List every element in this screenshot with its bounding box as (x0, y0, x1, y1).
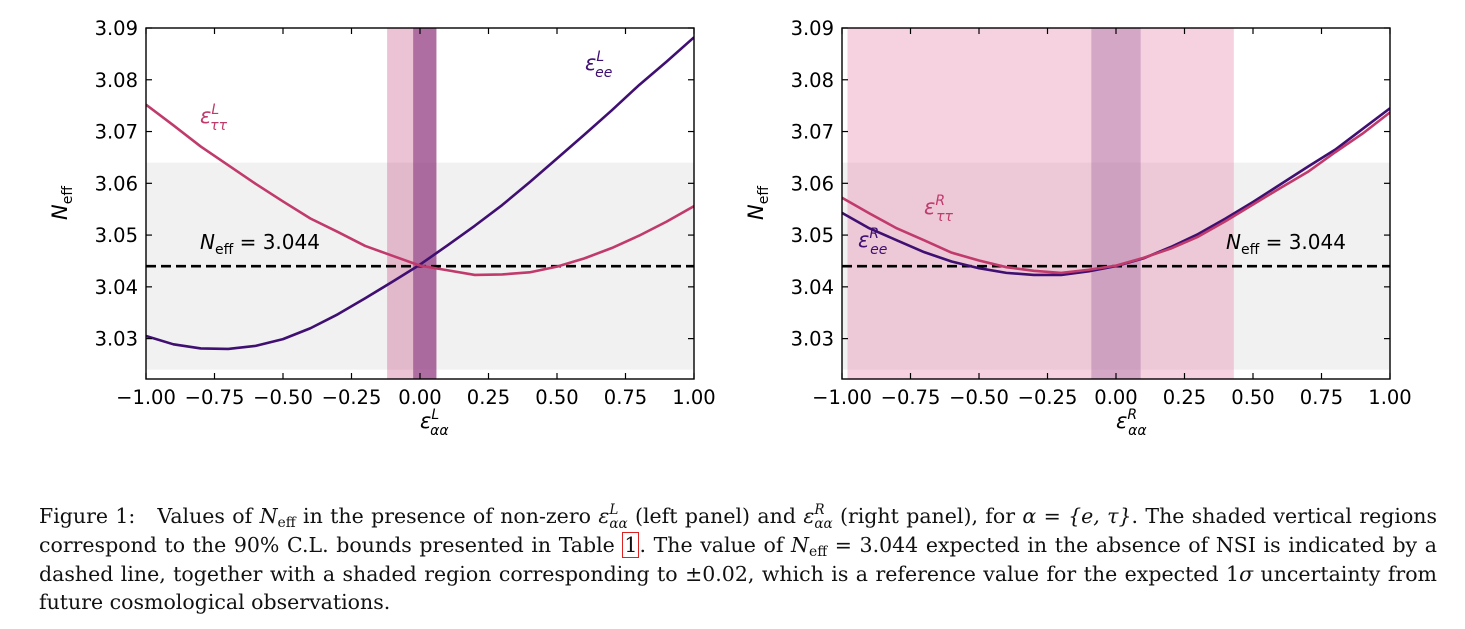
series-line-tautau (842, 111, 1390, 275)
x-axis-label: εL αα (420, 407, 449, 439)
y-axis-label: Neff (48, 186, 76, 220)
x-tick-label: 0.75 (604, 386, 647, 409)
caption-sigma: σ (1239, 561, 1254, 586)
figure-charts: −1.00 −0.75 −0.50 −0.25 0.00 0.25 0.50 0.75 1.00… (48, 17, 1412, 439)
y-tick-label: 3.09 (791, 17, 834, 40)
y-tick-label: 3.03 (791, 328, 834, 351)
caption-text-4: (right panel), for (839, 504, 1016, 528)
caption-text-3: (left panel) and (634, 504, 796, 528)
y-tick-label: 3.03 (95, 328, 138, 351)
x-tick-label: 0.00 (398, 386, 441, 409)
caption-eps-left-symbol: εL αα (598, 501, 628, 532)
caption-text-7: = 3.044 expected in the absence of NSI i… (39, 532, 1437, 586)
x-tick-label: 0.75 (1300, 386, 1343, 409)
y-tick-label: 3.04 (791, 276, 834, 299)
x-tick-label: 0.25 (1163, 386, 1206, 409)
series-label-tautau: εR ττ (924, 193, 954, 225)
y-tick-label: 3.05 (791, 224, 834, 247)
y-tick-label: 3.07 (95, 121, 138, 144)
table-ref-link[interactable]: 1 (622, 531, 640, 558)
y-tick-label: 3.09 (95, 17, 138, 40)
figure-caption: Figure 1: Values of Neff in the presence… (39, 502, 1437, 617)
x-tick-label: −0.75 (185, 386, 245, 409)
x-tick-label: −1.00 (116, 386, 176, 409)
x-axis-label: εR αα (1116, 407, 1147, 439)
series-label-ee: εL ee (585, 49, 612, 81)
y-tick-label: 3.07 (791, 121, 834, 144)
y-tick-label: 3.08 (95, 69, 138, 92)
x-tick-label: 1.00 (672, 386, 715, 409)
caption-alpha-set: α = {e, τ} (1022, 504, 1132, 528)
caption-neff-symbol: Neff (259, 504, 296, 532)
vertical-bound-tau-band (847, 28, 1234, 379)
x-tick-label: 0.50 (1231, 386, 1274, 409)
y-tick-label: 3.06 (791, 172, 834, 195)
caption-figure-number: Figure 1: (39, 504, 136, 528)
plot-area (146, 28, 694, 379)
caption-eps-right-symbol: εR αα (803, 501, 833, 532)
vertical-bound-ee-band (1091, 28, 1141, 379)
caption-text-2: in the presence of non-zero (303, 504, 591, 528)
caption-text-1: Values of (157, 504, 253, 528)
right-panel: −1.00 −0.75 −0.50 −0.25 0.00 0.25 0.50 0.75 1.00… (744, 17, 1412, 439)
x-tick-label: 0.00 (1094, 386, 1137, 409)
y-axis-label: Neff (744, 186, 772, 220)
x-tick-label: −1.00 (812, 386, 872, 409)
y-tick-label: 3.04 (95, 276, 138, 299)
y-tick-label: 3.06 (95, 172, 138, 195)
caption-text-6: . The value of (639, 532, 784, 557)
vertical-bound-ee-band (413, 28, 437, 379)
series-label-tautau: εL ττ (200, 102, 228, 134)
x-tick-label: 0.25 (467, 386, 510, 409)
x-tick-label: −0.25 (322, 386, 382, 409)
x-tick-label: −0.50 (949, 386, 1009, 409)
x-tick-label: −0.25 (1018, 386, 1078, 409)
x-tick-label: 1.00 (1368, 386, 1411, 409)
y-tick-label: 3.05 (95, 224, 138, 247)
series-label-ee: εR ee (858, 226, 887, 258)
caption-text-5: . The shaded vertical regions correspond… (39, 504, 1438, 557)
left-panel: −1.00 −0.75 −0.50 −0.25 0.00 0.25 0.50 0.75 1.00… (48, 17, 716, 439)
reference-line-label: Neff = 3.044 (200, 230, 320, 258)
caption-neff-symbol-2: Neff (791, 532, 828, 561)
reference-line-label: Neff = 3.044 (1226, 230, 1346, 258)
y-tick-label: 3.08 (791, 69, 834, 92)
plot-area (842, 28, 1390, 379)
x-tick-label: 0.50 (535, 386, 578, 409)
series-line-tautau (146, 103, 694, 277)
caption-text-8: uncertainty from future cosmological obs… (39, 561, 1437, 615)
x-tick-label: −0.50 (253, 386, 313, 409)
x-tick-label: −0.75 (881, 386, 941, 409)
